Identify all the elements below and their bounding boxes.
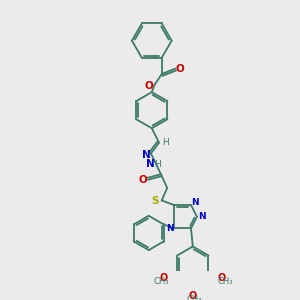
Text: O: O: [138, 175, 147, 185]
Text: N: N: [198, 212, 205, 221]
Text: N: N: [142, 150, 151, 160]
Text: O: O: [189, 291, 197, 300]
Text: H: H: [162, 138, 169, 147]
Text: CH₃: CH₃: [218, 277, 233, 286]
Text: CH₃: CH₃: [153, 277, 169, 286]
Text: O: O: [145, 81, 154, 91]
Text: N: N: [166, 224, 173, 233]
Text: CH₃: CH₃: [187, 295, 203, 300]
Text: N: N: [191, 198, 198, 207]
Text: N: N: [146, 159, 154, 169]
Text: S: S: [152, 196, 159, 206]
Text: H: H: [154, 160, 160, 169]
Text: O: O: [218, 273, 226, 283]
Text: O: O: [160, 273, 168, 283]
Text: O: O: [176, 64, 184, 74]
